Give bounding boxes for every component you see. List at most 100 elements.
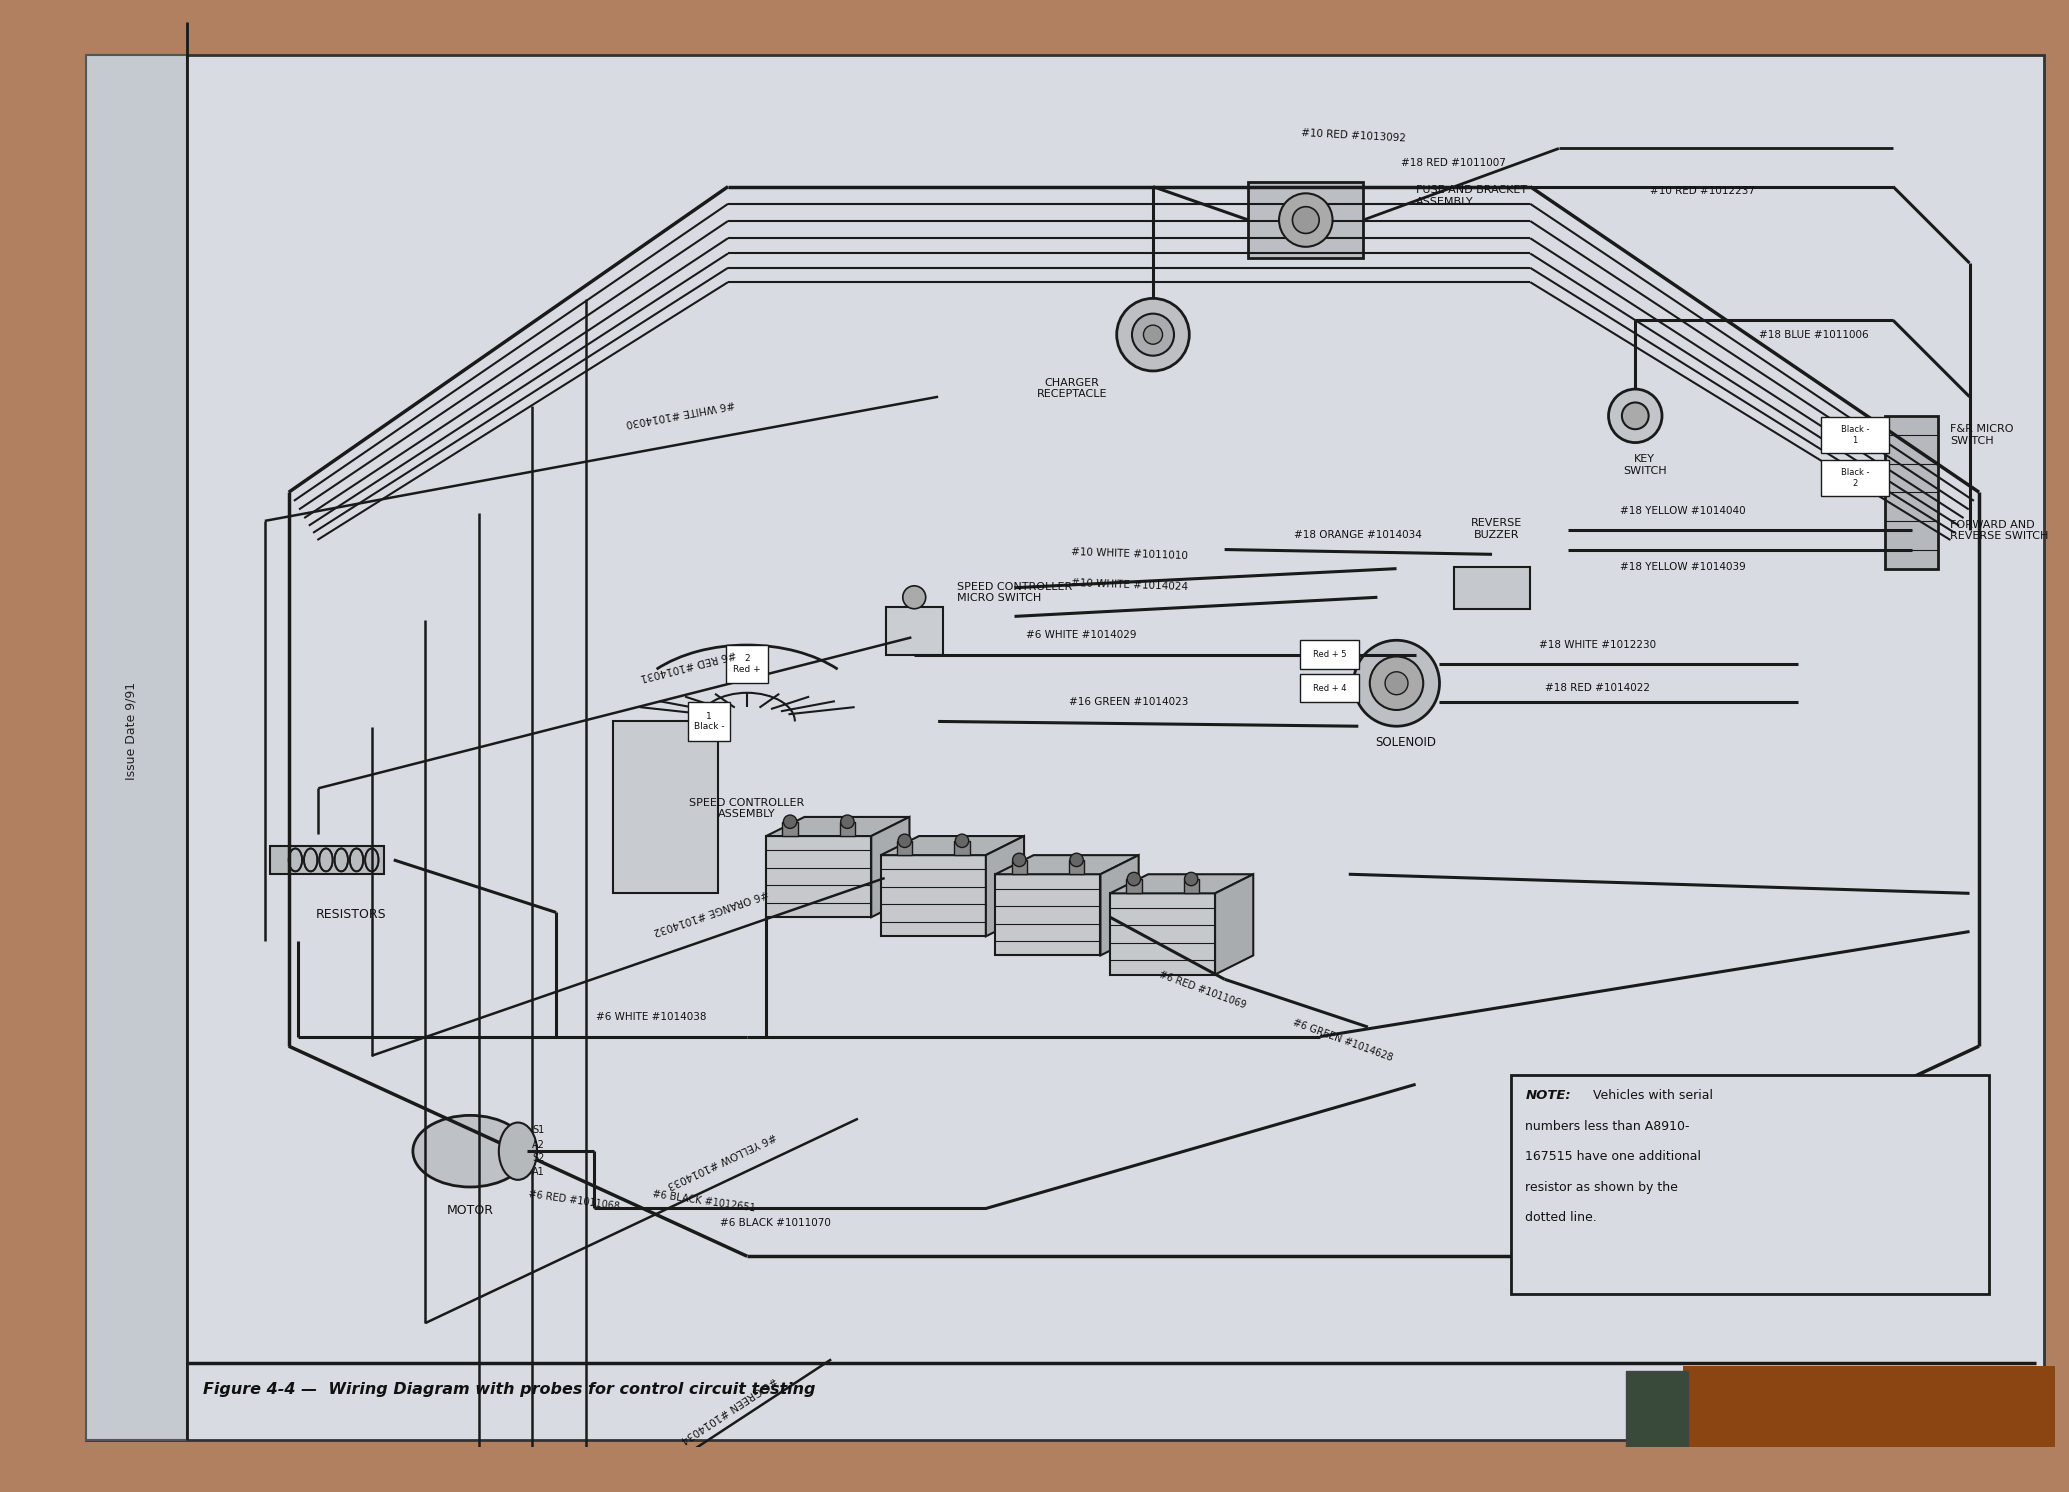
Text: #10 RED #1012237: #10 RED #1012237 <box>1649 186 1755 195</box>
Bar <box>995 874 1101 955</box>
Polygon shape <box>1101 855 1138 955</box>
Text: #6 BLACK #1011070: #6 BLACK #1011070 <box>720 1217 832 1228</box>
Text: Red + 4: Red + 4 <box>1314 683 1347 692</box>
Text: Red + 5: Red + 5 <box>1314 651 1347 659</box>
Text: #18 RED #1014022: #18 RED #1014022 <box>1546 683 1649 692</box>
Text: MOTOR: MOTOR <box>447 1204 494 1216</box>
Text: FORWARD AND
REVERSE SWITCH: FORWARD AND REVERSE SWITCH <box>1951 519 2048 542</box>
Text: SPEED CONTROLLER
MICRO SWITCH: SPEED CONTROLLER MICRO SWITCH <box>958 582 1072 603</box>
Text: SPEED CONTROLLER
ASSEMBLY: SPEED CONTROLLER ASSEMBLY <box>689 798 805 819</box>
Text: 2
Red +: 2 Red + <box>732 655 761 674</box>
Text: #16 GREEN #1014023: #16 GREEN #1014023 <box>1070 697 1190 707</box>
Polygon shape <box>985 836 1024 937</box>
Bar <box>766 836 871 918</box>
Bar <box>881 855 985 937</box>
Circle shape <box>1622 403 1649 430</box>
Text: S2: S2 <box>532 1153 544 1162</box>
Bar <box>1070 859 1084 874</box>
Polygon shape <box>995 855 1138 874</box>
Text: #6 RED #1011068: #6 RED #1011068 <box>528 1189 621 1212</box>
FancyBboxPatch shape <box>726 645 768 683</box>
Text: Black -
1: Black - 1 <box>1841 425 1868 445</box>
Circle shape <box>1353 640 1440 727</box>
Polygon shape <box>1111 874 1254 894</box>
Text: #18 WHITE #1012230: #18 WHITE #1012230 <box>1539 640 1655 651</box>
Circle shape <box>1293 207 1320 233</box>
Text: #6 WHITE #1014030: #6 WHITE #1014030 <box>625 398 737 428</box>
Circle shape <box>1117 298 1190 372</box>
Text: FUSE AND BRACKET
ASSEMBLY: FUSE AND BRACKET ASSEMBLY <box>1415 185 1527 207</box>
Text: CHARGER
RECEPTACLE: CHARGER RECEPTACLE <box>1037 377 1107 400</box>
Circle shape <box>1128 873 1140 886</box>
Text: #10 WHITE #1011010: #10 WHITE #1011010 <box>1070 548 1188 561</box>
Text: 167515 have one additional: 167515 have one additional <box>1525 1150 1701 1164</box>
Text: #6 WHITE #1014038: #6 WHITE #1014038 <box>596 1012 708 1022</box>
Bar <box>1248 182 1363 258</box>
Ellipse shape <box>414 1116 528 1188</box>
Text: #6 YELLOW #1014033: #6 YELLOW #1014033 <box>666 1131 778 1191</box>
Text: #18 YELLOW #1014039: #18 YELLOW #1014039 <box>1620 562 1746 571</box>
Text: 1
Black -: 1 Black - <box>693 712 724 731</box>
Circle shape <box>1370 656 1423 710</box>
Bar <box>898 841 912 855</box>
Bar <box>954 841 970 855</box>
Bar <box>1126 879 1142 894</box>
Text: #6 RED #1011069: #6 RED #1011069 <box>1159 970 1248 1010</box>
Text: REVERSE
BUZZER: REVERSE BUZZER <box>1471 518 1523 540</box>
Text: #18 YELLOW #1014040: #18 YELLOW #1014040 <box>1620 506 1746 516</box>
Text: A2: A2 <box>532 1140 544 1149</box>
Text: Issue Date 9/91: Issue Date 9/91 <box>124 682 139 780</box>
Text: S1: S1 <box>532 1125 544 1135</box>
Circle shape <box>1279 194 1332 246</box>
Text: #6 RED #1014031: #6 RED #1014031 <box>639 649 737 682</box>
Text: #18 BLUE #1011006: #18 BLUE #1011006 <box>1759 330 1868 340</box>
Circle shape <box>1608 389 1661 443</box>
Text: #6 BLACK #1012651: #6 BLACK #1012651 <box>652 1189 755 1214</box>
Bar <box>886 607 943 655</box>
Text: numbers less than A8910-: numbers less than A8910- <box>1525 1119 1690 1132</box>
Circle shape <box>1384 671 1409 695</box>
Circle shape <box>1012 853 1026 867</box>
Bar <box>87 55 186 1440</box>
Text: dotted line.: dotted line. <box>1525 1212 1597 1225</box>
Circle shape <box>1132 313 1173 355</box>
Text: KEY
SWITCH: KEY SWITCH <box>1622 454 1668 476</box>
FancyBboxPatch shape <box>687 703 730 740</box>
Text: Figure 4-4 —  Wiring Diagram with probes for control circuit testing: Figure 4-4 — Wiring Diagram with probes … <box>203 1383 815 1398</box>
Text: Black -
2: Black - 2 <box>1841 468 1868 488</box>
Bar <box>782 822 799 836</box>
Bar <box>1682 1367 2065 1447</box>
Circle shape <box>1070 853 1084 867</box>
Circle shape <box>1144 325 1163 345</box>
Circle shape <box>840 815 854 828</box>
FancyBboxPatch shape <box>1299 674 1359 703</box>
Text: #6 GREEN #1014034: #6 GREEN #1014034 <box>679 1374 778 1444</box>
Bar <box>1012 859 1026 874</box>
Circle shape <box>898 834 910 847</box>
Text: #10 RED #1013092: #10 RED #1013092 <box>1301 128 1407 143</box>
Text: #10 WHITE #1014024: #10 WHITE #1014024 <box>1070 579 1188 592</box>
Polygon shape <box>871 818 910 918</box>
Text: NOTE:: NOTE: <box>1525 1089 1570 1103</box>
FancyBboxPatch shape <box>1299 640 1359 668</box>
Circle shape <box>784 815 797 828</box>
Circle shape <box>956 834 968 847</box>
Bar <box>1885 416 1939 568</box>
Bar <box>1626 1371 1688 1447</box>
Polygon shape <box>1215 874 1254 974</box>
FancyBboxPatch shape <box>1821 416 1889 454</box>
Text: #18 ORANGE #1014034: #18 ORANGE #1014034 <box>1295 530 1421 540</box>
Bar <box>840 822 854 836</box>
Ellipse shape <box>499 1122 538 1180</box>
Text: resistor as shown by the: resistor as shown by the <box>1525 1180 1678 1194</box>
FancyBboxPatch shape <box>1821 460 1889 495</box>
Bar <box>1510 1074 1988 1295</box>
Text: #6 GREEN #1014628: #6 GREEN #1014628 <box>1291 1018 1395 1062</box>
Circle shape <box>902 586 925 609</box>
Bar <box>1111 894 1215 974</box>
Text: A1: A1 <box>532 1167 544 1177</box>
Text: RESISTORS: RESISTORS <box>314 907 387 921</box>
Bar <box>1183 879 1198 894</box>
Bar <box>612 722 718 894</box>
Bar <box>1455 567 1531 609</box>
